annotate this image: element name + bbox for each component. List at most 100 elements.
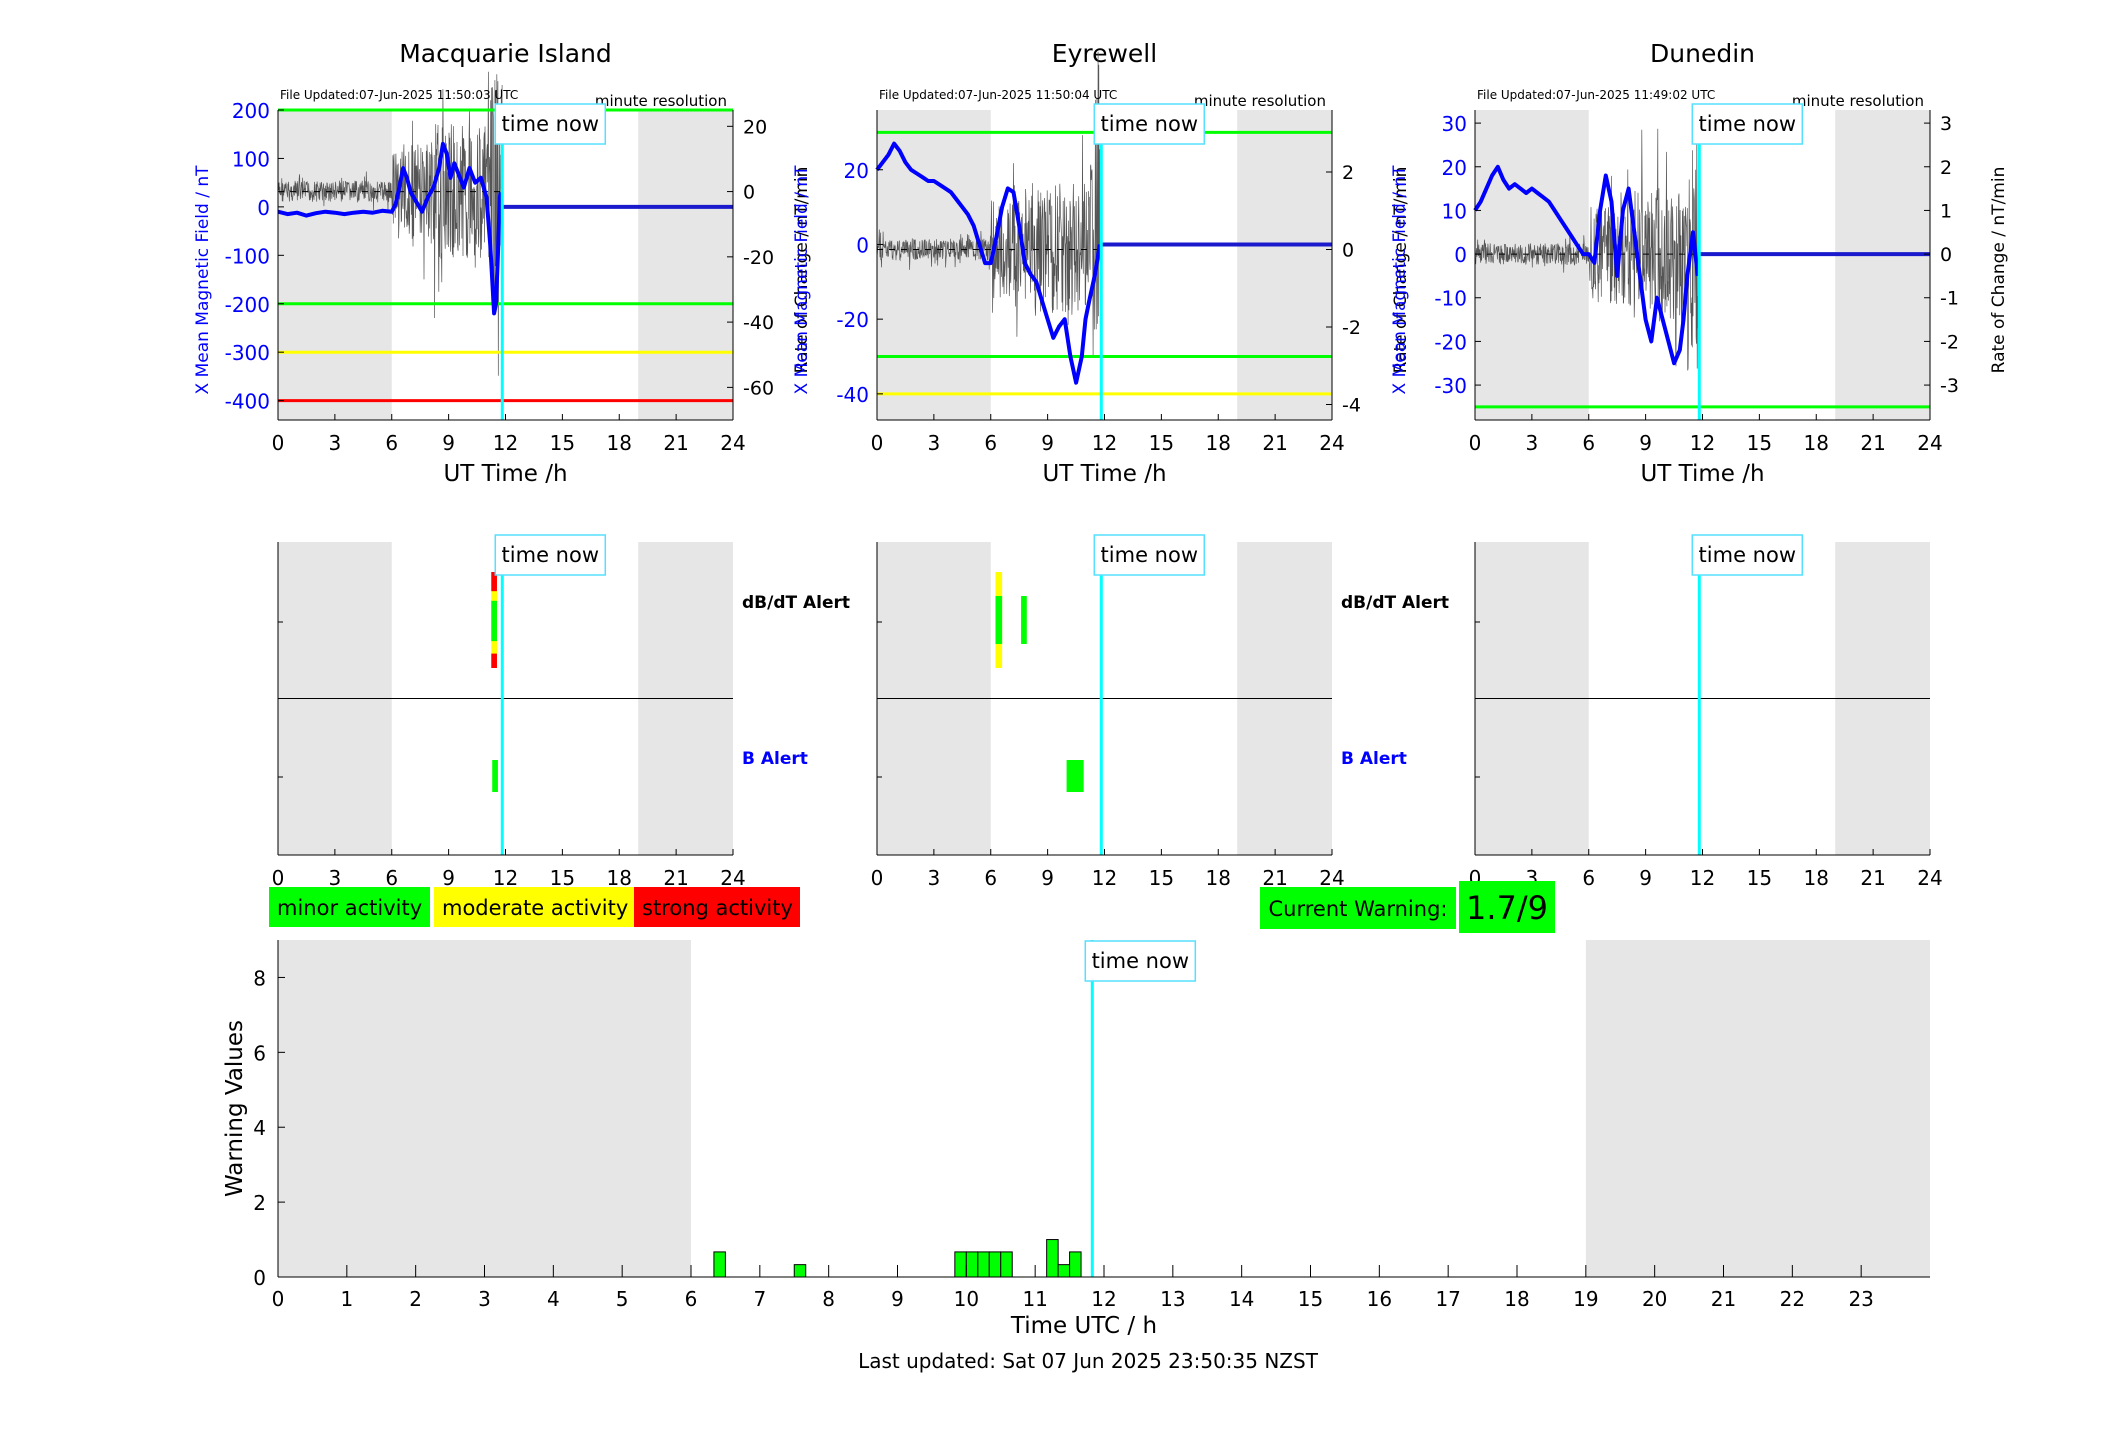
warning-x-tick-label: 10 xyxy=(954,1287,979,1311)
x-tick-label: 12 xyxy=(493,431,518,455)
x-field-series xyxy=(875,141,1102,385)
current-warning-label: Current Warning: xyxy=(1269,897,1448,921)
alert-x-tick-label: 9 xyxy=(442,866,455,890)
time-now-box xyxy=(494,534,607,576)
left-tick-label: 0 xyxy=(1454,243,1467,267)
warning-y-tick-label: 0 xyxy=(253,1266,266,1290)
x-field-series xyxy=(1473,164,1700,366)
file-updated: File Updated:07-Jun-2025 11:49:02 UTC xyxy=(1477,88,1715,102)
warning-x-tick-label: 21 xyxy=(1711,1287,1736,1311)
time-now-box xyxy=(1691,103,1804,145)
alert-x-tick-label: 6 xyxy=(984,866,997,890)
warning-x-tick-label: 23 xyxy=(1848,1287,1873,1311)
station-title: Eyrewell xyxy=(1052,39,1157,68)
time-now-box-warning: time now xyxy=(1084,940,1197,982)
right-tick-label: -20 xyxy=(743,247,774,269)
left-tick-label: 10 xyxy=(1442,199,1467,223)
x-tick-label: 9 xyxy=(1041,431,1054,455)
last-updated-footer: Last updated: Sat 07 Jun 2025 23:50:35 N… xyxy=(858,1349,1319,1373)
b-alert-label: B Alert xyxy=(742,749,808,769)
warning-x-tick-label: 6 xyxy=(685,1287,698,1311)
warning-bar xyxy=(988,1251,1002,1278)
warning-x-tick-label: 5 xyxy=(616,1287,629,1311)
dbdt-alert-block xyxy=(995,596,1003,644)
left-tick-label: -30 xyxy=(1434,374,1467,398)
x-tick-label: 24 xyxy=(1917,431,1942,455)
warning-bar xyxy=(793,1264,807,1278)
night-shade-evening xyxy=(1835,110,1930,420)
x-tick-label: 3 xyxy=(1526,431,1539,455)
legend-label-strong: strong activity xyxy=(642,896,793,920)
x-tick-label: 3 xyxy=(928,431,941,455)
legend-swatch-minor xyxy=(269,887,430,927)
resolution-label: minute resolution xyxy=(595,92,727,110)
dbdt-alert-block xyxy=(491,600,497,642)
rate-of-change-trace xyxy=(277,71,503,376)
warning-x-tick-label: 4 xyxy=(547,1287,560,1311)
right-axis-title: Rate of Change / nT/min xyxy=(1989,167,2009,374)
left-tick-label: 20 xyxy=(844,159,869,183)
right-tick-label: -2 xyxy=(1940,331,1959,353)
left-tick-label: 0 xyxy=(257,196,270,220)
time-now-label: time now xyxy=(502,543,599,567)
right-tick-label: 2 xyxy=(1940,157,1952,179)
warning-bar xyxy=(1046,1239,1059,1278)
dbdt-alert-label: dB/dT Alert xyxy=(742,593,850,613)
time-now-box-alert: time now xyxy=(1093,534,1206,576)
warning-y-tick-label: 2 xyxy=(253,1191,266,1215)
left-tick-label: -20 xyxy=(836,308,869,332)
time-now-label: time now xyxy=(1101,543,1198,567)
x-tick-label: 0 xyxy=(871,431,884,455)
right-tick-label: 0 xyxy=(1940,244,1952,266)
alert-x-tick-label: 15 xyxy=(1747,866,1772,890)
alert-x-tick-label: 12 xyxy=(1690,866,1715,890)
x-axis-label: UT Time /h xyxy=(1042,461,1166,487)
x-tick-label: 15 xyxy=(550,431,575,455)
warning-x-axis-title: Time UTC / h xyxy=(1010,1313,1157,1339)
warning-bar xyxy=(954,1251,967,1278)
warning-bar xyxy=(965,1251,979,1278)
left-tick-label: -10 xyxy=(1434,287,1467,311)
time-now-label: time now xyxy=(502,112,599,136)
right-tick-label: 0 xyxy=(743,182,755,204)
left-tick-label: -40 xyxy=(836,383,869,407)
right-tick-label: 20 xyxy=(743,116,767,138)
warning-x-tick-label: 16 xyxy=(1367,1287,1392,1311)
warning-x-tick-label: 12 xyxy=(1091,1287,1116,1311)
x-tick-label: 6 xyxy=(385,431,398,455)
resolution-label: minute resolution xyxy=(1194,92,1326,110)
alert-x-tick-label: 12 xyxy=(1092,866,1117,890)
x-tick-label: 21 xyxy=(1860,431,1885,455)
right-tick-label: 2 xyxy=(1342,162,1354,184)
time-now-label: time now xyxy=(1101,112,1198,136)
x-axis-label: UT Time /h xyxy=(443,461,567,487)
alert-x-tick-label: 9 xyxy=(1041,866,1054,890)
warning-x-tick-label: 1 xyxy=(340,1287,353,1311)
warning-bar xyxy=(1000,1251,1013,1278)
alert-x-tick-label: 21 xyxy=(1860,866,1885,890)
left-axis-title: X Mean Magnetic Field / nT xyxy=(1390,165,1410,395)
x-tick-label: 0 xyxy=(1469,431,1482,455)
alert-x-tick-label: 9 xyxy=(1639,866,1652,890)
alert-x-tick-label: 6 xyxy=(385,866,398,890)
time-now-box xyxy=(494,103,607,145)
left-tick-label: -200 xyxy=(225,293,270,317)
alert-x-tick-label: 18 xyxy=(1804,866,1829,890)
legend-swatch-moderate xyxy=(434,887,634,927)
warning-y-tick-label: 6 xyxy=(253,1041,266,1065)
night-shade-morning xyxy=(1475,110,1589,420)
alert-x-tick-label: 12 xyxy=(493,866,518,890)
right-tick-label: -60 xyxy=(743,377,774,399)
alert-x-tick-label: 3 xyxy=(329,866,342,890)
time-now-box xyxy=(1084,940,1197,982)
current-warning-value-box xyxy=(1459,881,1555,933)
activity-legend: minor activity moderate activity strong ac… xyxy=(269,887,800,927)
warning-x-tick-label: 13 xyxy=(1160,1287,1185,1311)
b-alert-block xyxy=(1066,760,1084,792)
x-tick-label: 18 xyxy=(1804,431,1829,455)
left-axis-title: X Mean Magnetic Field / nT xyxy=(193,165,213,395)
station-title: Macquarie Island xyxy=(399,39,612,68)
